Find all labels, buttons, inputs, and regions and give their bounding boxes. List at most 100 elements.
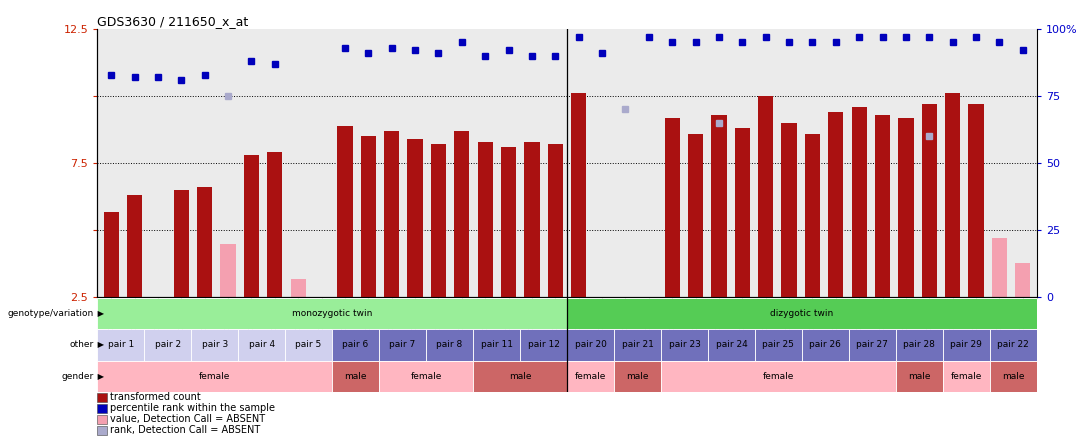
Text: pair 21: pair 21 — [621, 341, 653, 349]
Text: gender: gender — [62, 372, 94, 381]
Bar — [896, 361, 943, 392]
Text: pair 23: pair 23 — [669, 341, 701, 349]
Bar — [991, 238, 1007, 297]
Bar — [989, 361, 1037, 392]
Bar — [104, 211, 119, 297]
Text: GDS3630 / 211650_x_at: GDS3630 / 211650_x_at — [97, 15, 248, 28]
Text: pair 24: pair 24 — [716, 341, 747, 349]
Bar — [849, 329, 896, 361]
Bar — [198, 187, 213, 297]
Bar — [174, 190, 189, 297]
Bar — [97, 329, 145, 361]
Bar — [567, 361, 613, 392]
Bar — [801, 329, 849, 361]
Text: ▶: ▶ — [95, 309, 104, 318]
Text: pair 7: pair 7 — [390, 341, 416, 349]
Bar — [921, 104, 936, 297]
Bar — [525, 142, 540, 297]
Bar — [473, 361, 567, 392]
Bar — [755, 329, 801, 361]
Bar — [384, 131, 400, 297]
Text: male: male — [908, 372, 931, 381]
Bar — [501, 147, 516, 297]
Bar — [97, 404, 107, 413]
Bar — [758, 96, 773, 297]
Bar — [145, 329, 191, 361]
Bar — [567, 329, 613, 361]
Bar — [333, 361, 379, 392]
Text: female: female — [950, 372, 982, 381]
Bar — [291, 279, 306, 297]
Bar — [567, 298, 1037, 329]
Bar — [899, 118, 914, 297]
Text: female: female — [199, 372, 230, 381]
Text: pair 28: pair 28 — [903, 341, 935, 349]
Text: male: male — [509, 372, 531, 381]
Bar — [426, 329, 473, 361]
Text: male: male — [626, 372, 649, 381]
Bar — [661, 361, 896, 392]
Text: pair 4: pair 4 — [248, 341, 274, 349]
Bar — [969, 104, 984, 297]
Text: genotype/variation: genotype/variation — [8, 309, 94, 318]
Bar — [97, 415, 107, 424]
Bar — [285, 329, 333, 361]
Text: pair 11: pair 11 — [481, 341, 513, 349]
Text: pair 8: pair 8 — [436, 341, 462, 349]
Bar — [875, 115, 890, 297]
Text: pair 20: pair 20 — [575, 341, 607, 349]
Bar — [455, 131, 470, 297]
Text: pair 6: pair 6 — [342, 341, 368, 349]
Text: transformed count: transformed count — [110, 392, 201, 402]
Text: pair 3: pair 3 — [202, 341, 228, 349]
Text: monozygotic twin: monozygotic twin — [292, 309, 373, 318]
Bar — [337, 126, 352, 297]
Bar — [613, 329, 661, 361]
Bar — [989, 329, 1037, 361]
Text: value, Detection Call = ABSENT: value, Detection Call = ABSENT — [110, 414, 266, 424]
Bar — [220, 244, 235, 297]
Bar — [521, 329, 567, 361]
Bar — [708, 329, 755, 361]
Bar — [896, 329, 943, 361]
Bar — [571, 93, 586, 297]
Bar — [127, 195, 143, 297]
Bar — [661, 329, 708, 361]
Text: female: female — [410, 372, 442, 381]
Text: percentile rank within the sample: percentile rank within the sample — [110, 403, 275, 413]
Bar — [267, 152, 283, 297]
Bar — [805, 134, 820, 297]
Bar — [1015, 262, 1030, 297]
Text: female: female — [575, 372, 606, 381]
Bar — [379, 361, 473, 392]
Bar — [828, 112, 843, 297]
Text: pair 22: pair 22 — [998, 341, 1029, 349]
Bar — [379, 329, 426, 361]
Bar — [688, 134, 703, 297]
Bar — [361, 136, 376, 297]
Bar — [333, 329, 379, 361]
Bar — [244, 155, 259, 297]
Bar — [407, 139, 422, 297]
Text: dizygotic twin: dizygotic twin — [770, 309, 834, 318]
Text: other: other — [70, 341, 94, 349]
Text: pair 27: pair 27 — [856, 341, 889, 349]
Bar — [97, 426, 107, 435]
Bar — [97, 392, 107, 401]
Text: pair 2: pair 2 — [154, 341, 180, 349]
Bar — [477, 142, 492, 297]
Bar — [664, 118, 679, 297]
Bar — [548, 195, 563, 297]
Bar — [238, 329, 285, 361]
Bar — [851, 107, 867, 297]
Bar — [945, 93, 960, 297]
Text: ▶: ▶ — [95, 372, 104, 381]
Text: pair 12: pair 12 — [527, 341, 559, 349]
Bar — [191, 329, 238, 361]
Text: pair 29: pair 29 — [950, 341, 983, 349]
Text: male: male — [1002, 372, 1025, 381]
Text: rank, Detection Call = ABSENT: rank, Detection Call = ABSENT — [110, 425, 260, 436]
Bar — [943, 361, 990, 392]
Bar — [613, 361, 661, 392]
Bar — [548, 144, 563, 297]
